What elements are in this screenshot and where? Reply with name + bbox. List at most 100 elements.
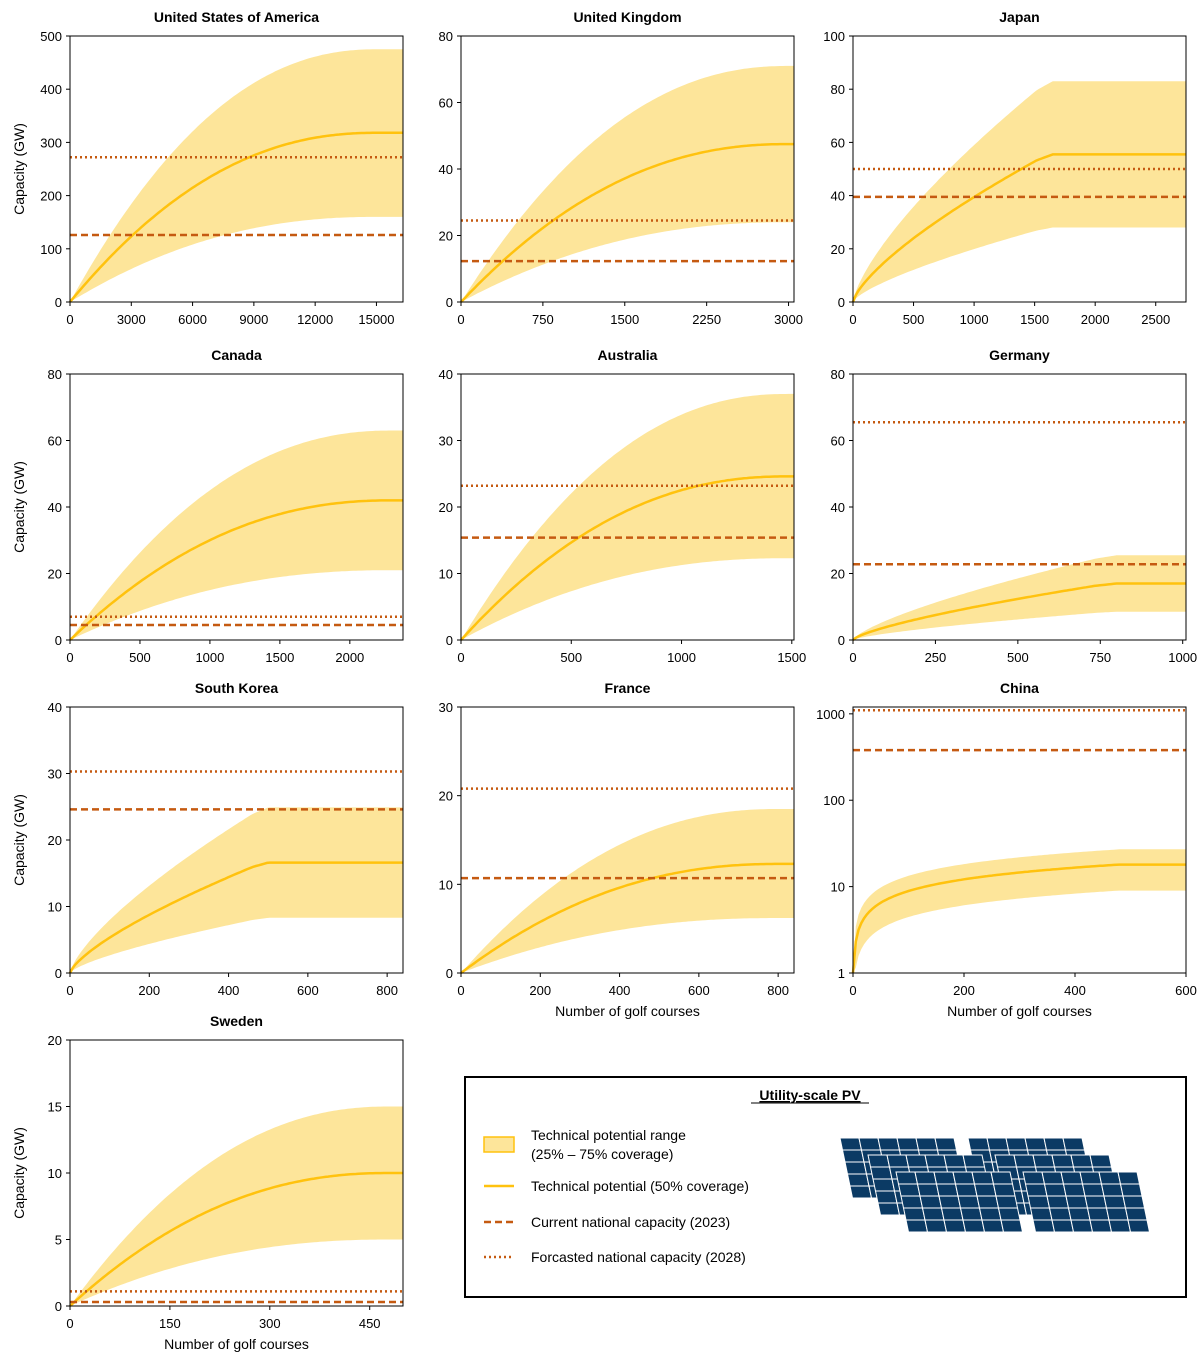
x-tick-label: 0 [849, 312, 856, 327]
range-band [853, 81, 1186, 302]
solar-cell [990, 1171, 1014, 1185]
y-tick-label: 20 [439, 500, 453, 515]
y-tick-label: 0 [55, 1299, 62, 1314]
y-axis-label: Capacity (GW) [11, 1127, 27, 1219]
y-tick-label: 15 [48, 1100, 62, 1115]
y-tick-label: 40 [439, 367, 453, 382]
y-tick-label: 10 [831, 880, 845, 895]
y-tick-label: 60 [831, 135, 845, 150]
solar-cell [1119, 1183, 1143, 1197]
y-tick-label: 20 [48, 1033, 62, 1048]
y-tick-label: 60 [439, 96, 453, 111]
solar-cell [938, 1195, 962, 1209]
solar-panel-array-icon [839, 1137, 1151, 1233]
solar-cell [844, 1161, 868, 1175]
solar-cell [997, 1207, 1021, 1221]
y-tick-label: 60 [831, 434, 845, 449]
chart-sweden: 0 5 10 15 20 0 150 300 450 Sweden Capacity (GW) Num… [11, 1013, 404, 1352]
solar-cell [994, 1154, 1018, 1168]
solar-cell [924, 1219, 948, 1233]
chart-title: United States of America [154, 9, 319, 25]
y-tick-label: 0 [55, 295, 62, 310]
solar-cell [1024, 1137, 1048, 1151]
y-tick-label: 10 [439, 877, 453, 892]
solar-cell [895, 1171, 919, 1185]
solar-cell [1046, 1195, 1070, 1209]
y-tick-label: 20 [831, 567, 845, 582]
y-tick-label: 80 [831, 367, 845, 382]
x-tick-label: 400 [1064, 983, 1086, 998]
solar-cell [992, 1183, 1016, 1197]
x-tick-label: 3000 [117, 312, 146, 327]
range-band [461, 393, 794, 640]
legend-range-label-line1: Technical potential range [531, 1127, 686, 1143]
y-tick-label: 80 [439, 29, 453, 44]
y-tick-label: 1000 [816, 707, 845, 722]
plot-frame [460, 706, 795, 974]
solar-cell [877, 1137, 901, 1151]
y-tick-label: 0 [446, 633, 453, 648]
y-tick-label: 0 [838, 295, 845, 310]
solar-cell [896, 1137, 920, 1151]
solar-cell [933, 1171, 957, 1185]
solar-cell [1029, 1207, 1053, 1221]
chart-united-states-of-america: 0 100 200 300 400 500 0 3000 6000 9000 12000 15000 U… [11, 9, 404, 327]
y-tick-label: 0 [838, 633, 845, 648]
range-band [70, 49, 403, 302]
solar-cell [916, 1183, 940, 1197]
solar-cell [1086, 1207, 1110, 1221]
x-tick-label: 3000 [774, 312, 803, 327]
chart-title: Canada [211, 347, 262, 363]
solar-cell [981, 1219, 1005, 1233]
y-axis-label: Capacity (GW) [11, 123, 27, 215]
solar-cell [978, 1207, 1002, 1221]
x-tick-label: 500 [560, 650, 582, 665]
x-tick-label: 300 [259, 1316, 281, 1331]
solar-cell [1100, 1183, 1124, 1197]
x-tick-label: 15000 [358, 312, 394, 327]
y-tick-label: 10 [48, 1166, 62, 1181]
solar-cell [1084, 1195, 1108, 1209]
x-tick-label: 0 [66, 983, 73, 998]
y-tick-label: 0 [55, 966, 62, 981]
solar-cell [915, 1137, 939, 1151]
solar-cell [914, 1171, 938, 1185]
solar-cell [1105, 1207, 1129, 1221]
x-axis-label: Number of golf courses [947, 1003, 1092, 1019]
solar-cell [902, 1207, 926, 1221]
x-tick-label: 0 [66, 650, 73, 665]
y-tick-label: 80 [831, 82, 845, 97]
solar-cell [1013, 1154, 1037, 1168]
y-tick-label: 40 [48, 500, 62, 515]
y-tick-label: 30 [439, 434, 453, 449]
solar-cell [1089, 1219, 1113, 1233]
y-tick-label: 20 [439, 789, 453, 804]
x-tick-label: 600 [297, 983, 319, 998]
y-tick-label: 40 [439, 162, 453, 177]
x-tick-label: 1500 [265, 650, 294, 665]
solar-cell [874, 1190, 898, 1204]
y-tick-label: 0 [446, 966, 453, 981]
solar-cell [1005, 1137, 1029, 1151]
chart-china: 1 10 100 1000 0 200 400 600 China Number of golf … [816, 680, 1197, 1019]
solar-cell [1098, 1171, 1122, 1185]
solar-cell [973, 1183, 997, 1197]
solar-cell [924, 1154, 948, 1168]
x-tick-label: 600 [688, 983, 710, 998]
y-tick-label: 100 [823, 29, 845, 44]
solar-cell [886, 1154, 910, 1168]
x-tick-label: 800 [376, 983, 398, 998]
solar-cell [1067, 1207, 1091, 1221]
solar-cell [877, 1202, 901, 1216]
x-tick-label: 0 [457, 650, 464, 665]
x-tick-label: 6000 [178, 312, 207, 327]
y-tick-label: 5 [55, 1233, 62, 1248]
solar-cell [839, 1137, 863, 1151]
solar-cell [1103, 1195, 1127, 1209]
legend: Utility-scale PV Technical potential ran… [464, 1076, 1187, 1298]
range-band [461, 65, 794, 303]
median-line [852, 582, 1186, 641]
chart-title: Sweden [210, 1013, 263, 1029]
solar-cell [967, 1137, 991, 1151]
